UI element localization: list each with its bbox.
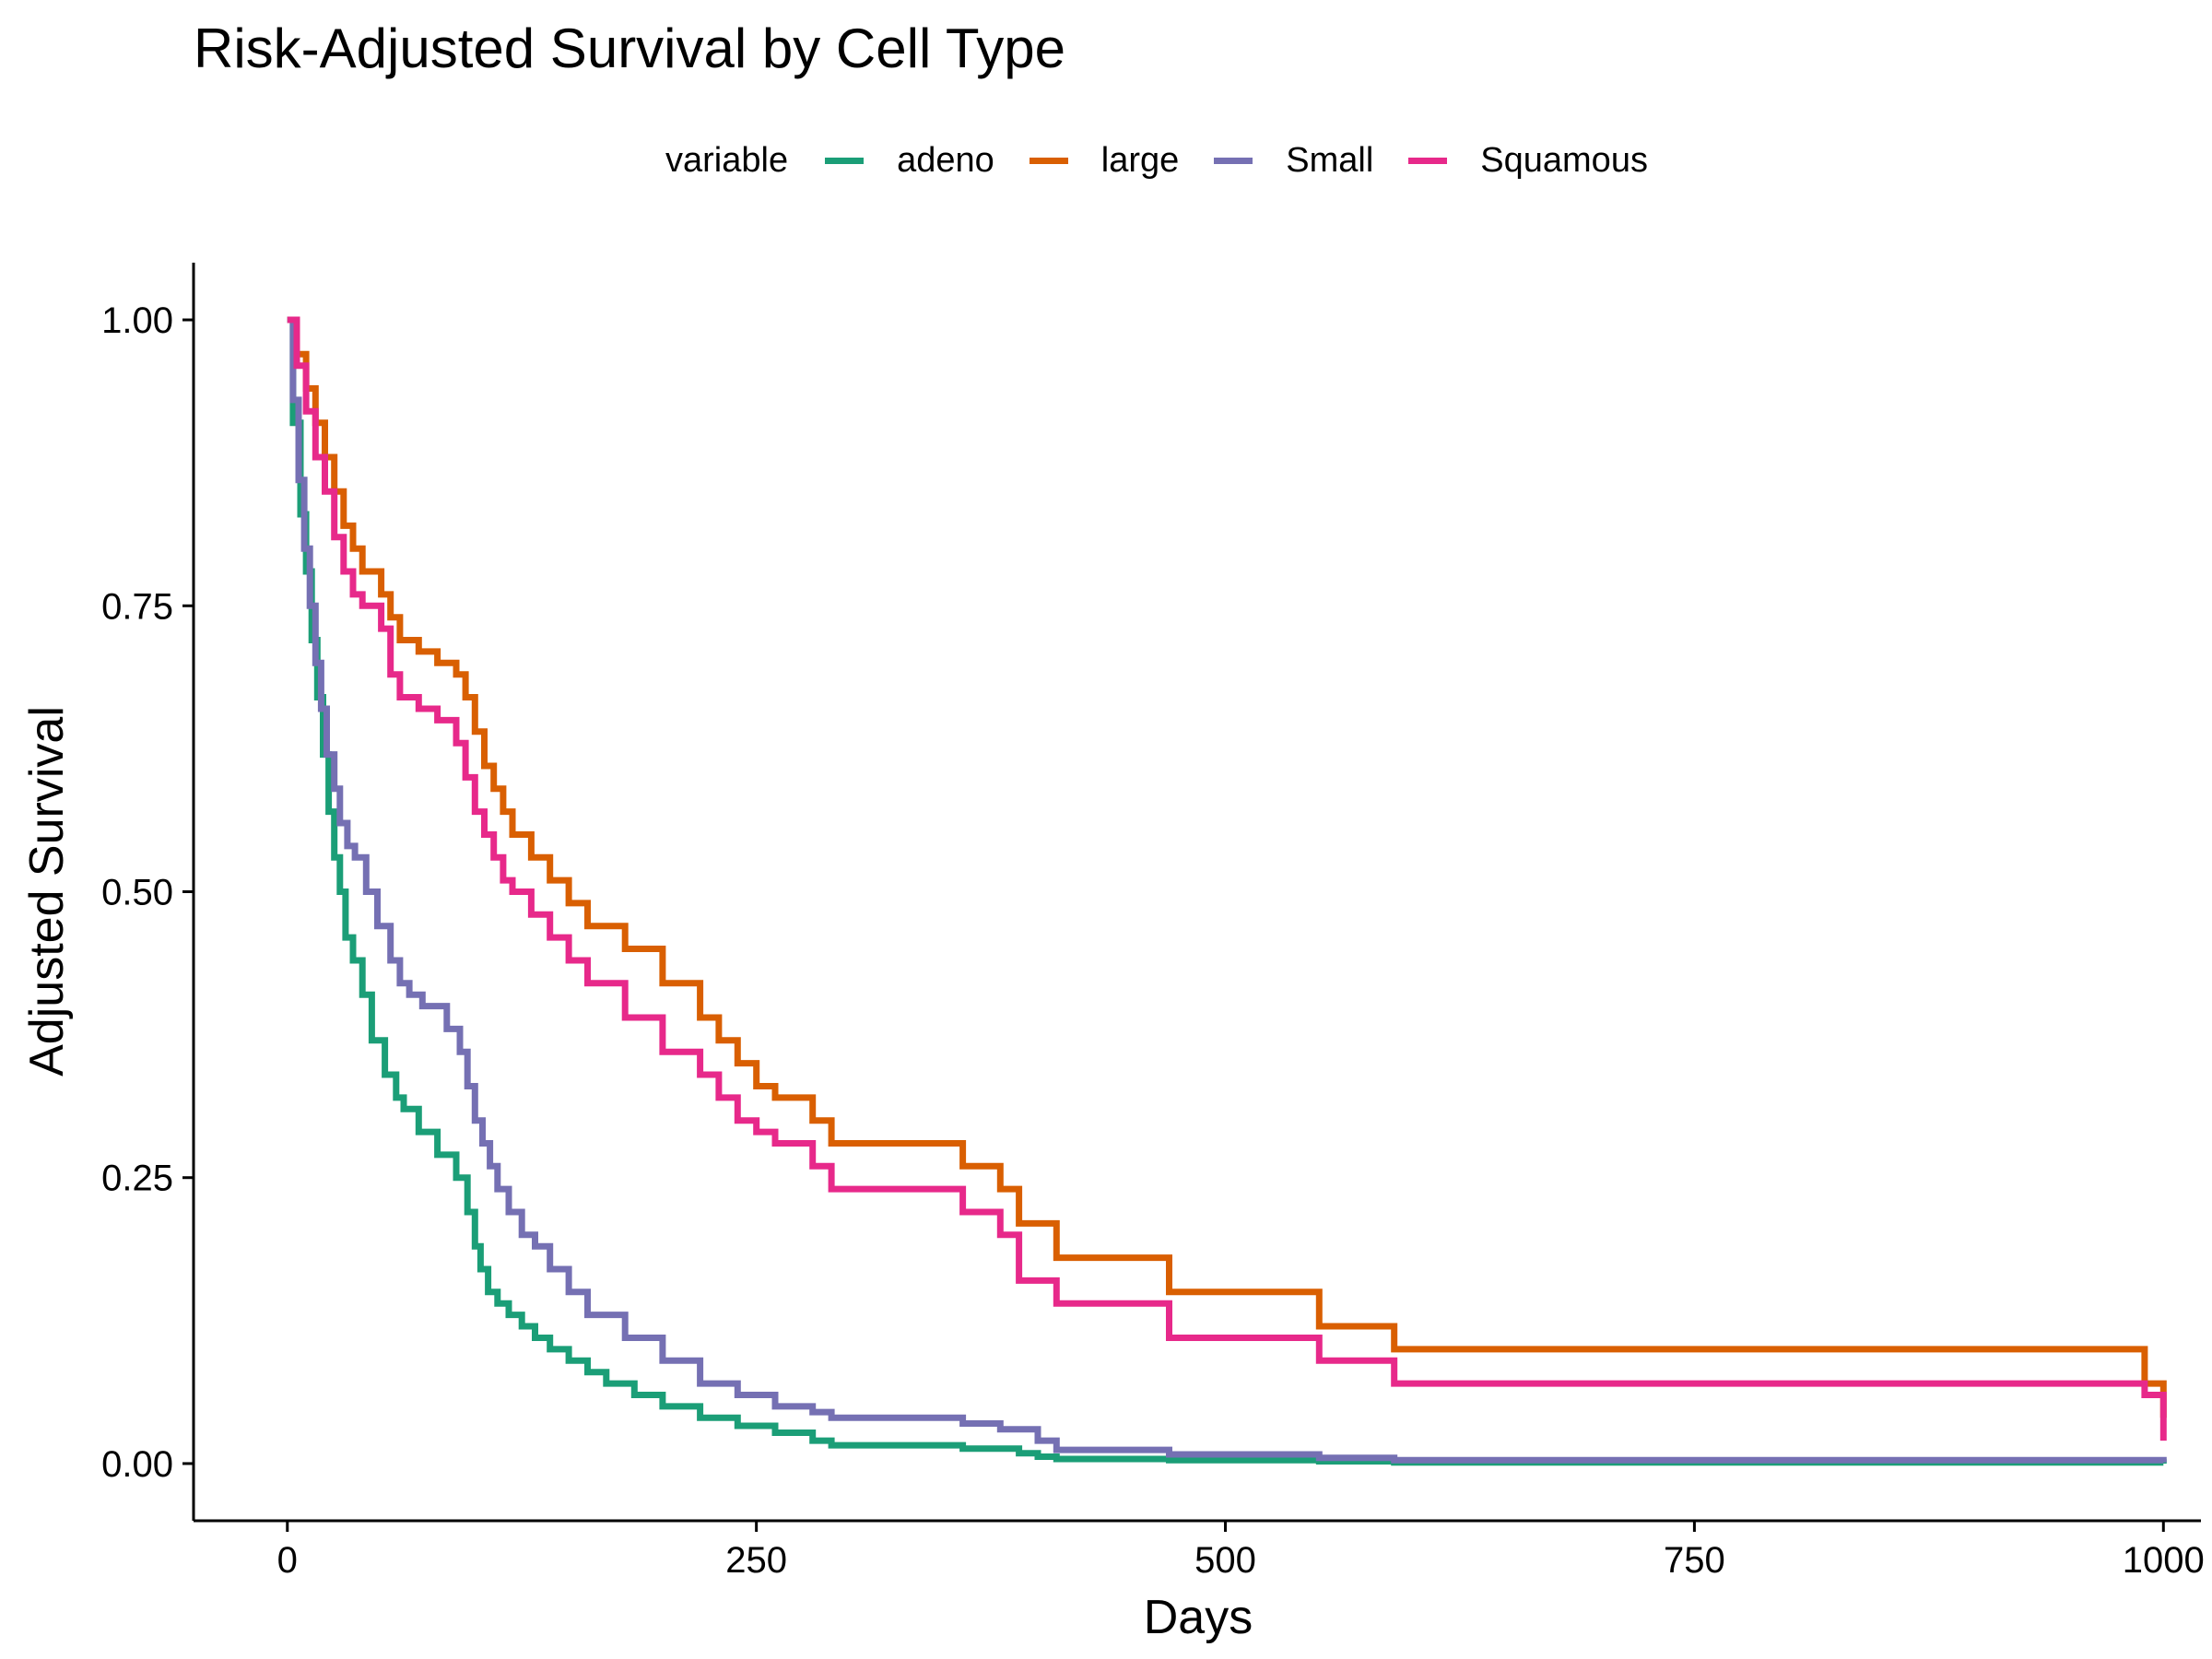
y-tick-label: 0.00 [101,1444,173,1485]
y-axis-title: Adjusted Survival [20,706,74,1077]
y-tick-label: 0.25 [101,1159,173,1199]
series-line-squamous [287,316,2167,1441]
x-tick-label: 0 [277,1540,298,1581]
legend-label-squamous: Squamous [1480,140,1648,180]
legend-item-adeno: adeno [825,141,994,181]
series-line-adeno [287,316,2167,1466]
legend-key-adeno [825,157,865,164]
series-layer [287,316,2167,1466]
legend-key-small [1214,157,1253,164]
y-tick-label: 1.00 [101,300,173,341]
x-tick-label: 500 [1194,1540,1256,1581]
legend-item-large: large [1029,140,1180,181]
series-line-small [287,316,2167,1464]
x-axis-title: Days [1144,1591,1253,1644]
x-tick-label: 250 [725,1540,787,1581]
legend-key-squamous [1408,157,1448,164]
y-tick-label: 0.50 [101,873,173,913]
x-tick-label: 750 [1664,1540,1725,1581]
legend-label-adeno: adeno [897,140,994,180]
legend-item-squamous: Squamous [1408,141,1648,181]
x-ticks: 0 250 500 750 1000 [277,1521,2205,1581]
legend-label-small: Small [1286,140,1374,180]
legend-title: variable [665,140,789,180]
chart-title: Risk-Adjusted Survival by Cell Type [194,18,1065,79]
y-ticks: 0.00 0.25 0.50 0.75 1.00 [101,300,194,1485]
series-line-large [287,316,2167,1418]
y-tick-label: 0.75 [101,586,173,627]
legend: variable adeno large Small Squamous [665,136,1683,184]
legend-key-large [1029,157,1068,164]
legend-item-small: Small [1214,141,1373,181]
x-tick-label: 1000 [2123,1540,2205,1581]
legend-label-large: large [1100,140,1180,180]
